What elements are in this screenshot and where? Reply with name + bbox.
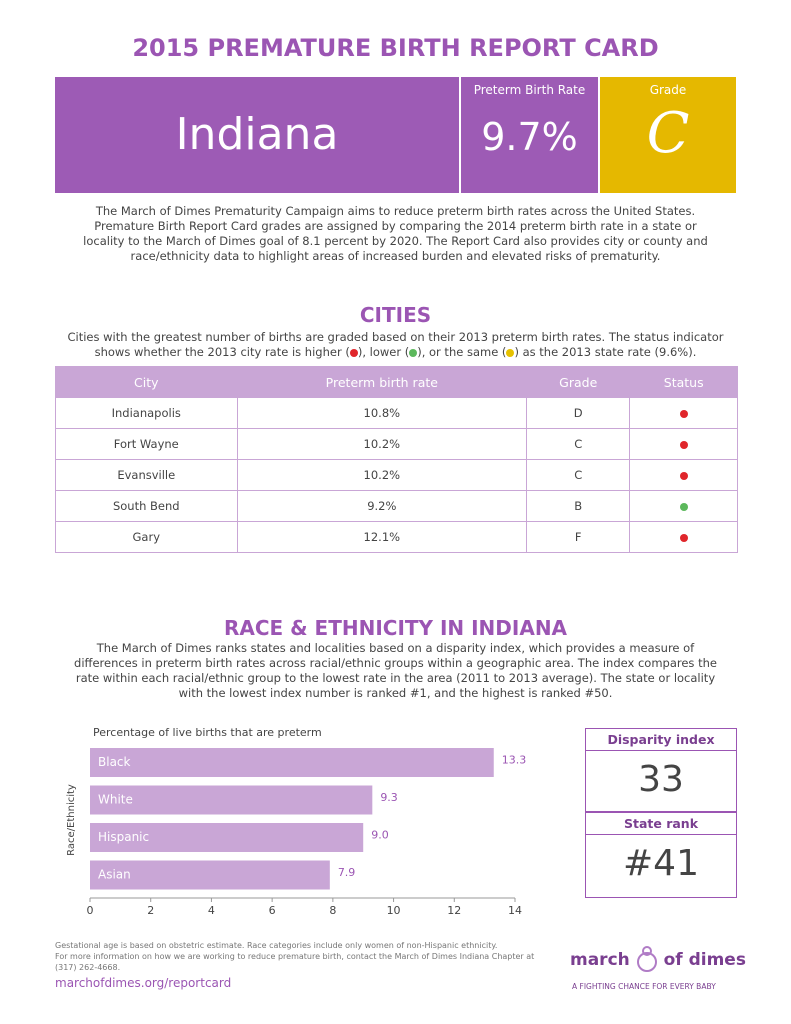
description-part: ), or the same ( — [417, 345, 507, 359]
row: Indianapolis 10.8% D — [55, 397, 738, 429]
grade: C — [646, 101, 690, 166]
logo-word: of dimes — [663, 950, 746, 970]
cell: B — [526, 490, 631, 522]
status-dot — [679, 409, 688, 418]
x-tick-label: 8 — [329, 904, 336, 917]
header-row: City Preterm birth rate Grade Status — [55, 366, 738, 398]
value-label: 9.3 — [380, 791, 398, 804]
disparity-value: 33 — [638, 759, 684, 800]
status-cell — [629, 490, 738, 522]
logo-word: march — [570, 950, 630, 970]
bar — [90, 785, 373, 815]
x-tick-label: 4 — [208, 904, 215, 917]
cell: Gary — [55, 521, 238, 553]
title: 2015 PREMATURE BIRTH REPORT CARD — [132, 34, 659, 62]
cities-title: CITIES — [359, 303, 432, 327]
header-cell: Status — [629, 366, 738, 398]
status-cell — [629, 397, 738, 429]
category-label: White — [98, 793, 133, 807]
cell: 10.8% — [236, 397, 528, 429]
cell: 10.2% — [236, 459, 528, 491]
category-label: Hispanic — [98, 830, 149, 844]
x-tick-label: 6 — [269, 904, 276, 917]
y-axis-label: Race/Ethnicity — [66, 784, 77, 856]
x-tick-label: 10 — [387, 904, 401, 917]
bar — [90, 823, 364, 852]
header-cell: Grade — [526, 366, 631, 398]
header-cell: Preterm birth rate — [236, 366, 528, 398]
logo-icon — [636, 946, 657, 972]
cell: 12.1% — [236, 521, 528, 553]
chart-title: Percentage of live births that are prete… — [93, 726, 322, 739]
row: Evansville 10.2% C — [55, 459, 738, 491]
description-part: ) as the 2013 state rate (9.6%). — [514, 345, 697, 359]
note: Gestational age is based on obstetric es… — [55, 941, 498, 950]
x-tick-label: 0 — [87, 904, 94, 917]
rank-value: #41 — [623, 843, 699, 884]
cell: Indianapolis — [55, 397, 238, 429]
x-tick-label: 12 — [447, 904, 461, 917]
cell: Fort Wayne — [55, 428, 238, 460]
value-label: 7.9 — [338, 866, 356, 879]
race-description: The March of Dimes ranks states and loca… — [74, 641, 717, 700]
bar — [90, 860, 330, 890]
rate-label: Preterm Birth Rate — [473, 83, 586, 97]
legend-dot — [349, 348, 358, 357]
cell: C — [526, 428, 631, 460]
description-part: Cities with the greatest number of birth… — [67, 330, 724, 359]
status-cell — [629, 521, 738, 553]
link[interactable]: marchofdimes.org/reportcard — [55, 976, 232, 990]
cell: D — [526, 397, 631, 429]
race-title: RACE & ETHNICITY IN INDIANA — [223, 616, 568, 640]
category-label: Asian — [98, 868, 131, 882]
legend-dot — [409, 348, 418, 357]
x-tick-label: 14 — [508, 904, 522, 917]
chart: Percentage of live births that are prete… — [66, 726, 527, 917]
row: Gary 12.1% F — [55, 521, 738, 553]
rate: 9.7% — [481, 115, 578, 159]
category-label: Black — [98, 755, 131, 769]
tagline: A FIGHTING CHANCE FOR EVERY BABY — [572, 982, 716, 991]
row: Fort Wayne 10.2% C — [55, 428, 738, 460]
cell: Evansville — [55, 459, 238, 491]
description-part: ), lower ( — [357, 345, 410, 359]
status-cell — [629, 459, 738, 491]
cities-description: Cities with the greatest number of birth… — [60, 330, 731, 360]
row: South Bend 9.2% B — [55, 490, 738, 522]
intro: The March of Dimes Prematurity Campaign … — [83, 204, 708, 263]
grade-label: Grade — [649, 83, 687, 97]
status-dot — [679, 440, 688, 449]
legend-dot — [506, 348, 515, 357]
value-label: 13.3 — [502, 754, 527, 767]
state: Indiana — [55, 77, 459, 193]
value-label: 9.0 — [371, 829, 389, 842]
cell: F — [526, 521, 631, 553]
bar — [90, 748, 494, 777]
rank-box: State rank #41 — [585, 812, 737, 898]
cell: C — [526, 459, 631, 491]
footnotes: Gestational age is based on obstetric es… — [55, 940, 535, 973]
cities-table: City Preterm birth rate Grade Status Indiana… — [55, 366, 738, 553]
disparity-label: Disparity index — [586, 729, 736, 751]
cell: 10.2% — [236, 428, 528, 460]
status-dot — [679, 471, 688, 480]
rate-box: Preterm Birth Rate 9.7% — [461, 77, 598, 193]
contact: For more information on how we are worki… — [55, 952, 535, 972]
status-cell — [629, 428, 738, 460]
status-dot — [679, 533, 688, 542]
cell: 9.2% — [236, 490, 528, 522]
logo: march of dimes — [570, 945, 746, 975]
rank-label: State rank — [586, 813, 736, 835]
disparity-box: Disparity index 33 — [585, 728, 737, 812]
header-cell: City — [55, 366, 238, 398]
x-tick-label: 2 — [147, 904, 154, 917]
cell: South Bend — [55, 490, 238, 522]
status-dot — [679, 502, 688, 511]
grade-box: Grade C — [600, 77, 736, 193]
